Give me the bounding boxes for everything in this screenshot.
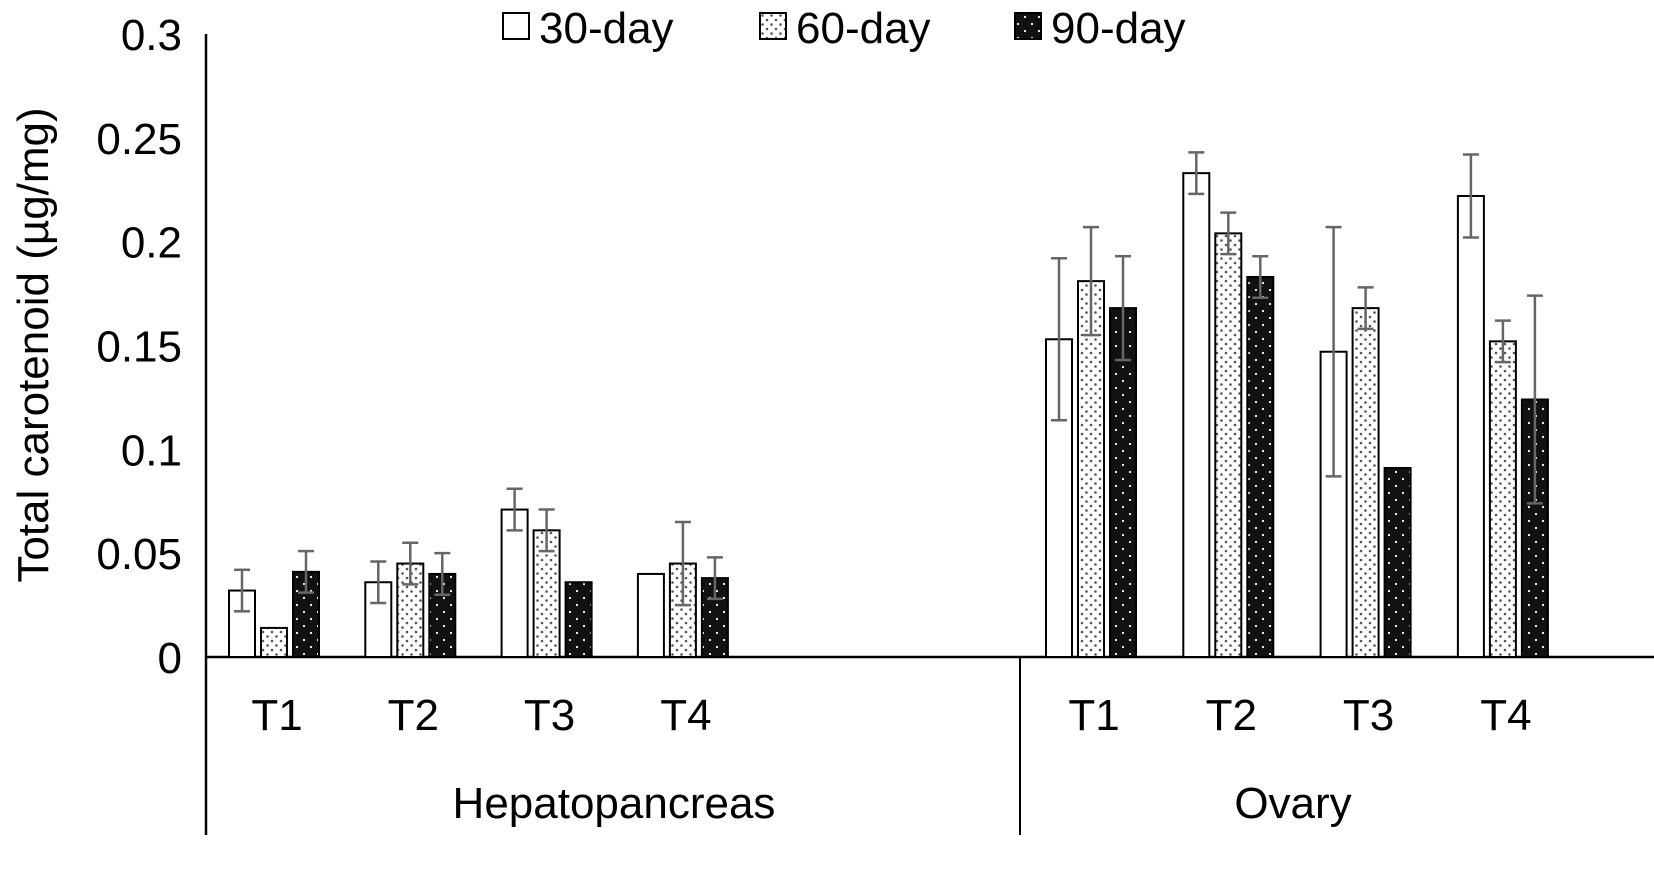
- y-axis-ticks: 0 0.05 0.1 0.15 0.2 0.25 0.3: [96, 11, 182, 683]
- bar-90-day-hepatopancreas-t3: [564, 581, 593, 658]
- category-labels: T1 T2 T3 T4 T1 T2 T3 T4: [251, 691, 1531, 740]
- error-bar: [1462, 153, 1479, 239]
- error-bar: [434, 551, 451, 596]
- error-bar: [402, 541, 419, 586]
- y-tick-label: 0.15: [96, 323, 182, 372]
- error-bar: [706, 556, 723, 601]
- error-bar: [1494, 319, 1511, 364]
- x-category-label: T2: [1206, 691, 1257, 740]
- error-bar: [1526, 294, 1543, 505]
- y-tick-label: 0.1: [121, 426, 182, 475]
- legend-item-90-day: 90-day: [1014, 4, 1186, 53]
- y-tick-label: 0: [158, 634, 182, 683]
- error-bar: [234, 568, 250, 613]
- error-bar: [370, 560, 387, 605]
- error-bar: [298, 549, 314, 594]
- bar-30-day-hepatopancreas-t3: [500, 508, 529, 658]
- error-bar: [1220, 211, 1237, 256]
- bar-90-day-ovary-t2: [1246, 275, 1275, 658]
- x-category-label: T2: [388, 691, 439, 740]
- bar-60-day-ovary-t2: [1214, 232, 1243, 659]
- legend-swatch: [502, 12, 530, 40]
- error-bar: [1325, 225, 1342, 478]
- x-category-label: T3: [524, 691, 575, 740]
- x-category-label: T3: [1343, 691, 1394, 740]
- x-category-label: T4: [660, 691, 711, 740]
- error-bar: [1252, 254, 1269, 299]
- x-group-label: Ovary: [1234, 779, 1351, 828]
- error-bar: [1083, 225, 1099, 337]
- legend-swatch: [759, 12, 787, 40]
- bar-60-day-hepatopancreas-t3: [532, 529, 561, 658]
- bar-60-day-ovary-t4: [1488, 340, 1517, 658]
- error-bar: [1051, 257, 1067, 422]
- legend-label: 90-day: [1051, 4, 1186, 53]
- bars: [228, 172, 1549, 659]
- x-group-label: Hepatopancreas: [453, 779, 776, 828]
- error-bar: [506, 487, 523, 532]
- bar-60-day-ovary-t1: [1077, 280, 1105, 658]
- bar-30-day-ovary-t4: [1456, 194, 1485, 658]
- error-bar: [538, 508, 555, 553]
- x-category-label: T1: [1068, 691, 1119, 740]
- bar-60-day-hepatopancreas-t1: [260, 626, 288, 659]
- error-bars: [234, 151, 1543, 613]
- legend-item-30-day: 30-day: [502, 4, 674, 53]
- error-bar: [674, 520, 691, 607]
- y-tick-label: 0.2: [121, 219, 182, 268]
- y-axis-label: Total carotenoid (µg/mg): [9, 107, 58, 582]
- bar-30-day-hepatopancreas-t4: [636, 572, 665, 659]
- x-category-label: T1: [251, 691, 302, 740]
- y-tick-label: 0.05: [96, 530, 182, 579]
- bar-60-day-ovary-t3: [1351, 307, 1380, 658]
- legend-label: 60-day: [796, 4, 931, 53]
- bar-60-day-hepatopancreas-t2: [396, 562, 425, 658]
- y-tick-label: 0.3: [121, 11, 182, 60]
- y-tick-label: 0.25: [96, 115, 182, 164]
- x-category-label: T4: [1480, 691, 1531, 740]
- legend-item-60-day: 60-day: [759, 4, 931, 53]
- error-bar: [1357, 286, 1374, 331]
- bar-90-day-ovary-t3: [1383, 467, 1412, 659]
- legend-swatch: [1014, 12, 1042, 40]
- legend-label: 30-day: [539, 4, 674, 53]
- error-bar: [1115, 254, 1131, 362]
- group-labels: Hepatopancreas Ovary: [453, 779, 1352, 828]
- legend: 30-day 60-day 90-day: [502, 4, 1186, 53]
- error-bar: [1188, 151, 1205, 196]
- bar-30-day-ovary-t2: [1182, 172, 1211, 659]
